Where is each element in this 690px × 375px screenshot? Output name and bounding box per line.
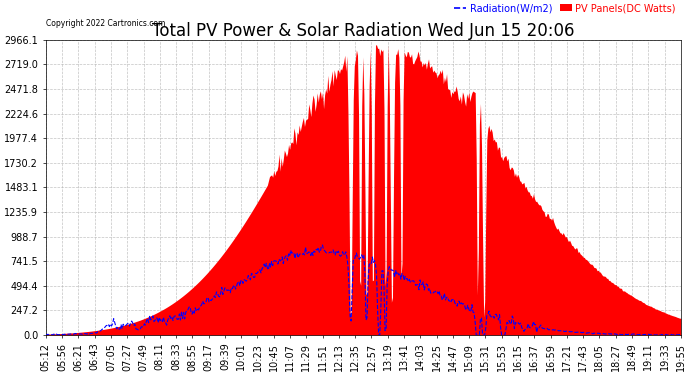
Text: Copyright 2022 Cartronics.com: Copyright 2022 Cartronics.com bbox=[46, 19, 165, 28]
Legend: Radiation(W/m2), PV Panels(DC Watts): Radiation(W/m2), PV Panels(DC Watts) bbox=[454, 3, 676, 13]
Title: Total PV Power & Solar Radiation Wed Jun 15 20:06: Total PV Power & Solar Radiation Wed Jun… bbox=[152, 22, 575, 40]
